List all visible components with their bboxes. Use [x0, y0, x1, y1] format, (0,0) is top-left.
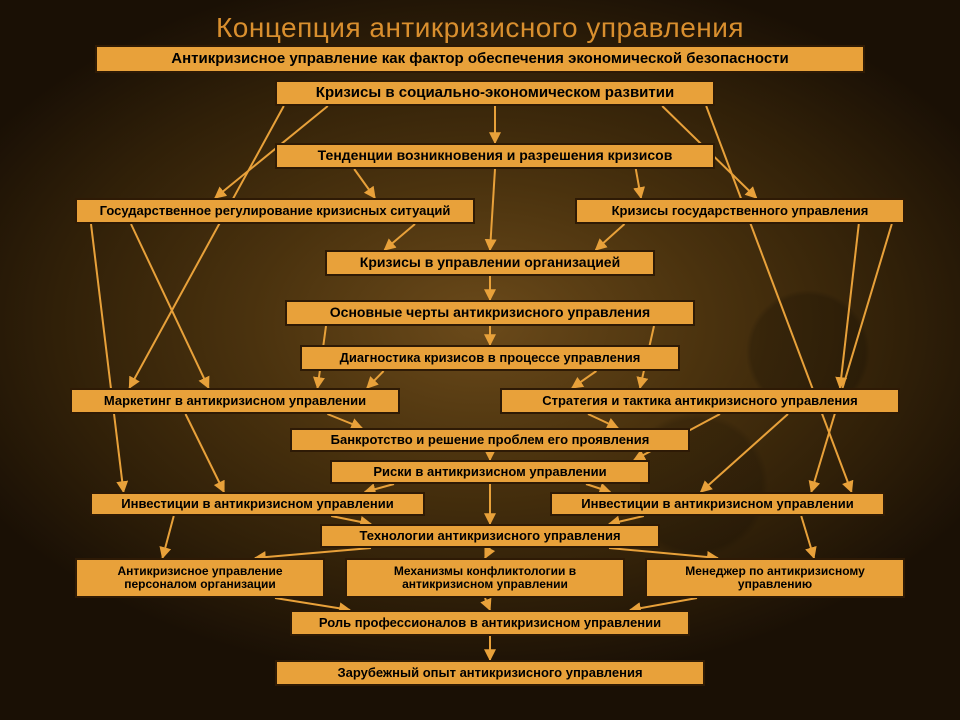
node-n20: Зарубежный опыт антикризисного управлени… — [275, 660, 705, 686]
node-n11: Банкротство и решение проблем его проявл… — [290, 428, 690, 452]
node-n16: Антикризисное управление персоналом орга… — [75, 558, 325, 598]
node-n10: Стратегия и тактика антикризисного управ… — [500, 388, 900, 414]
node-n17: Механизмы конфликтологии в антикризисном… — [345, 558, 625, 598]
node-n1: Антикризисное управление как фактор обес… — [95, 45, 865, 73]
page-title: Концепция антикризисного управления — [0, 12, 960, 44]
node-n4: Государственное регулирование кризисных … — [75, 198, 475, 224]
node-n5: Кризисы государственного управления — [575, 198, 905, 224]
node-n8: Диагностика кризисов в процессе управлен… — [300, 345, 680, 371]
node-n19: Роль профессионалов в антикризисном упра… — [290, 610, 690, 636]
node-n18: Менеджер по антикризисному управлению — [645, 558, 905, 598]
node-n9: Маркетинг в антикризисном управлении — [70, 388, 400, 414]
node-n14: Инвестиции в антикризисном управлении — [550, 492, 885, 516]
node-n3: Тенденции возникновения и разрешения кри… — [275, 143, 715, 169]
diagram-stage: Концепция антикризисного управления Анти… — [0, 0, 960, 720]
node-n13: Инвестиции в антикризисном управлении — [90, 492, 425, 516]
node-n15: Технологии антикризисного управления — [320, 524, 660, 548]
node-n7: Основные черты антикризисного управления — [285, 300, 695, 326]
node-n6: Кризисы в управлении организацией — [325, 250, 655, 276]
node-n12: Риски в антикризисном управлении — [330, 460, 650, 484]
node-n2: Кризисы в социально-экономическом развит… — [275, 80, 715, 106]
